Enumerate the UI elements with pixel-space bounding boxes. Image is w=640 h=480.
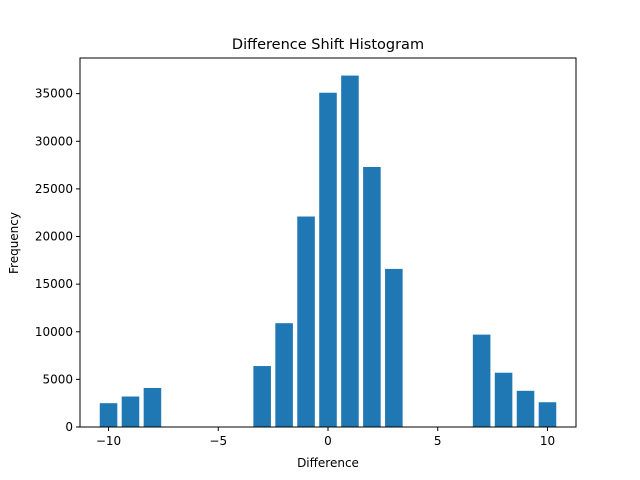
bar <box>99 403 118 427</box>
bar <box>275 323 293 427</box>
y-tick-label: 10000 <box>35 325 73 339</box>
bar <box>253 366 271 427</box>
bar <box>385 268 403 427</box>
x-tick-label: 5 <box>434 434 442 448</box>
y-tick-label: 5000 <box>42 372 73 386</box>
y-tick-label: 15000 <box>35 277 73 291</box>
bar <box>341 75 359 427</box>
bar <box>121 396 140 427</box>
y-tick-label: 35000 <box>35 87 73 101</box>
bar <box>472 334 491 427</box>
bar <box>494 372 513 427</box>
x-axis-label: Difference <box>297 456 359 470</box>
x-axis-ticks: −10 −5 0 5 10 <box>96 427 555 448</box>
y-tick-label: 30000 <box>35 134 73 148</box>
x-tick-label: −10 <box>96 434 121 448</box>
y-axis-label: Frequency <box>7 212 21 274</box>
bar <box>538 402 557 427</box>
chart-title: Difference Shift Histogram <box>232 37 424 53</box>
y-axis-ticks: 0 5000 10000 15000 20000 25000 30000 35000 <box>35 87 80 434</box>
y-tick-label: 0 <box>65 420 73 434</box>
bar <box>143 387 162 427</box>
x-tick-label: 10 <box>540 434 555 448</box>
bar <box>319 92 337 428</box>
x-tick-label: −5 <box>209 434 227 448</box>
x-tick-label: 0 <box>324 434 332 448</box>
bar <box>516 390 535 427</box>
y-tick-label: 20000 <box>35 230 73 244</box>
y-tick-label: 25000 <box>35 182 73 196</box>
bar <box>363 167 381 427</box>
bars-group <box>99 75 557 428</box>
bar <box>297 216 315 427</box>
